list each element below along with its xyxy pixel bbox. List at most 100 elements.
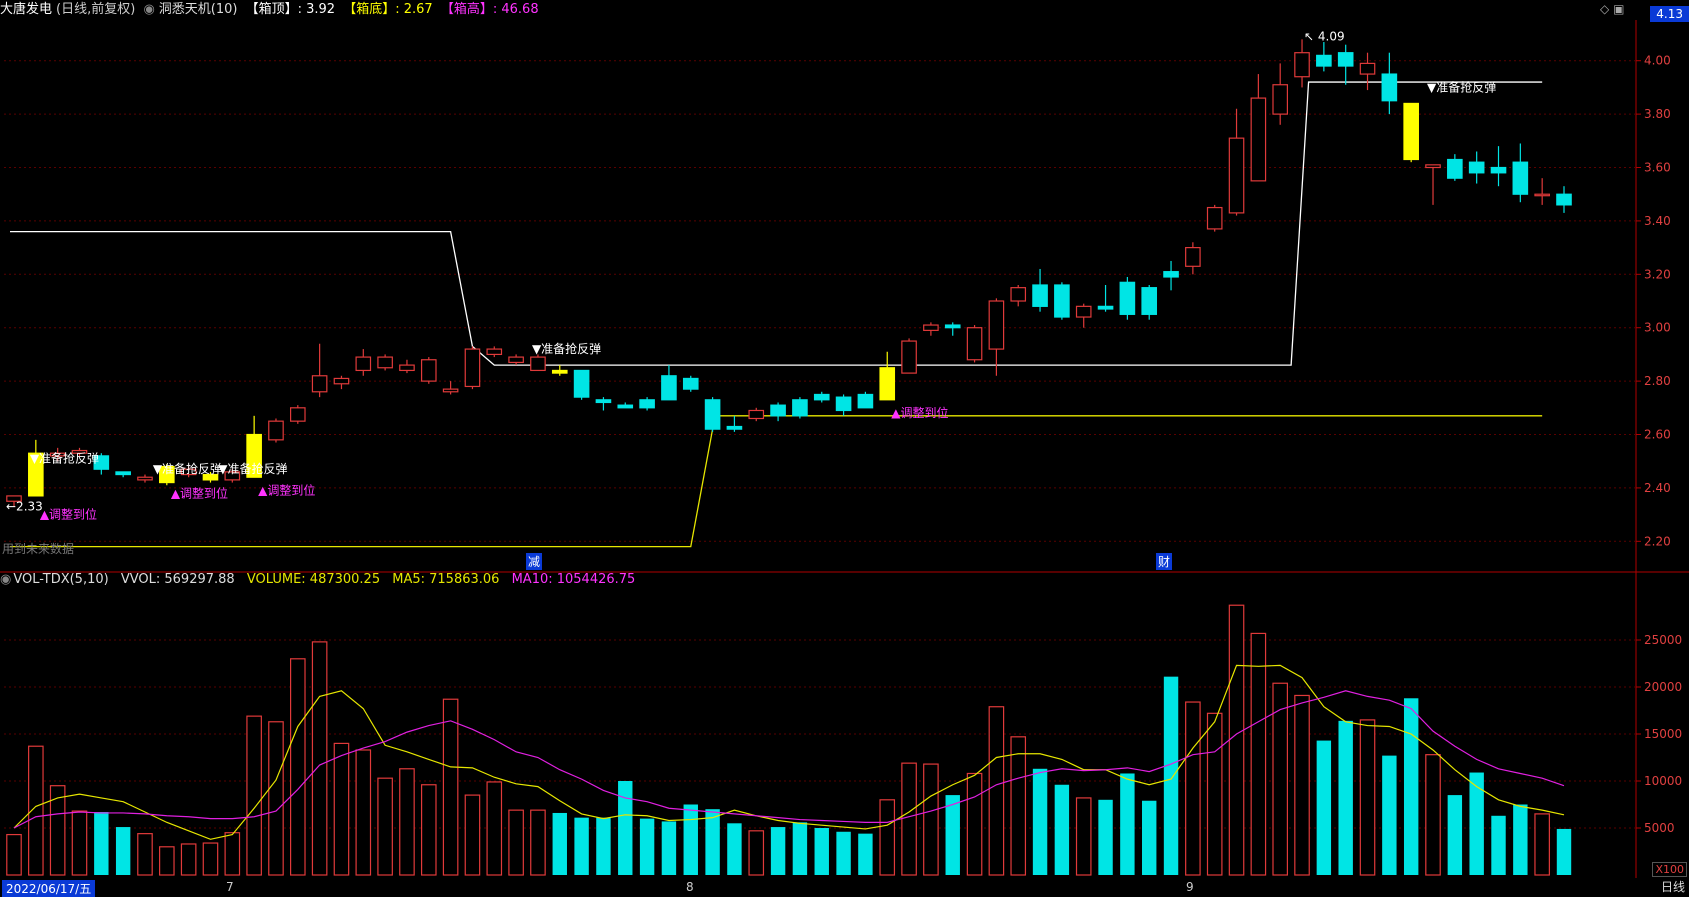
box-top-line bbox=[10, 81, 1543, 366]
price-tick-label: 2.40 bbox=[1644, 481, 1671, 495]
volume-bar bbox=[137, 833, 153, 876]
candle-body bbox=[420, 359, 437, 382]
candle-body bbox=[988, 300, 1005, 350]
month-7-label: 7 bbox=[226, 880, 234, 894]
candle-body bbox=[617, 404, 634, 409]
volume-bar bbox=[596, 817, 611, 875]
restore-icon[interactable]: ▣ bbox=[1613, 2, 1625, 16]
candle-body bbox=[595, 399, 612, 404]
volume-bar bbox=[224, 832, 241, 876]
volume-bar bbox=[1382, 755, 1397, 875]
candle-body bbox=[202, 473, 219, 481]
volume-bar bbox=[486, 781, 503, 876]
volume-bar bbox=[49, 785, 66, 876]
volume-tick-label: 10000 bbox=[1644, 774, 1682, 788]
price-tick-label: 2.20 bbox=[1644, 534, 1671, 548]
volume-bar bbox=[727, 823, 742, 875]
volume-bar bbox=[28, 745, 44, 876]
candle-body bbox=[530, 356, 546, 372]
volume-bar bbox=[1359, 719, 1376, 876]
indicator-toggle-icon[interactable]: ◉ bbox=[143, 2, 155, 17]
cursor-date: 2022/06/17/五 bbox=[2, 880, 96, 897]
volume-bar bbox=[508, 809, 524, 876]
volume-toggle-icon[interactable]: ◉ bbox=[0, 572, 12, 587]
volume-bar bbox=[180, 843, 197, 876]
ma10-value: MA10: 1054426.75 bbox=[511, 572, 636, 587]
ma5-value: MA5: 715863.06 bbox=[392, 572, 500, 587]
volume-tick-label: 25000 bbox=[1644, 633, 1682, 647]
volume-bar bbox=[552, 812, 567, 875]
volume-ma5-line bbox=[13, 664, 1565, 840]
box-bottom-value: : 2.67 bbox=[395, 2, 433, 17]
volume-bar bbox=[6, 833, 22, 876]
candle-body bbox=[1228, 137, 1245, 214]
candle-body bbox=[71, 449, 88, 454]
event-mark-reduce[interactable]: 减 bbox=[526, 553, 543, 570]
price-tick-label: 3.00 bbox=[1644, 321, 1671, 335]
volume-bar bbox=[1534, 813, 1550, 876]
volume-bar bbox=[1513, 804, 1528, 875]
candle-body bbox=[879, 367, 896, 401]
volume-tick-label: 20000 bbox=[1644, 680, 1682, 694]
candle-body bbox=[93, 455, 110, 470]
rebound-signal-label: ▼准备抢反弹 bbox=[1427, 79, 1496, 94]
volume-bar bbox=[770, 827, 786, 875]
box-height-value: : 46.68 bbox=[492, 2, 539, 17]
volume-bar bbox=[945, 795, 960, 875]
volume-chart[interactable]: 5000 10000 15000 20000 25000 bbox=[0, 573, 1689, 878]
volume-bar bbox=[901, 762, 917, 876]
candle-body bbox=[289, 407, 306, 422]
candle-body bbox=[1141, 287, 1158, 315]
future-data-note: 用到未来数据 bbox=[2, 542, 75, 556]
volume-bar bbox=[1075, 797, 1092, 876]
volume-bar bbox=[1054, 784, 1070, 875]
period-label[interactable]: 日线 bbox=[1660, 880, 1685, 894]
volume-bar bbox=[377, 777, 393, 876]
volume-bar bbox=[399, 768, 415, 876]
volume-bar bbox=[1469, 772, 1484, 875]
candle-body bbox=[770, 404, 786, 417]
candle-body bbox=[1556, 193, 1572, 206]
volume-bar bbox=[1447, 795, 1463, 875]
volume-bar bbox=[530, 809, 546, 876]
volume-bar bbox=[966, 772, 983, 876]
volume-bar bbox=[115, 827, 131, 875]
volume-bar bbox=[814, 828, 829, 875]
volume-bar bbox=[618, 781, 633, 875]
candle-body bbox=[268, 420, 284, 441]
event-mark-finance[interactable]: 财 bbox=[1156, 553, 1173, 570]
volume-bar bbox=[1272, 682, 1289, 876]
candle-body bbox=[6, 495, 22, 502]
candle-body bbox=[792, 399, 808, 417]
candle-body bbox=[1294, 52, 1310, 78]
chart-header: 大唐发电 (日线,前复权) ◉ 洞悉天机(10) 【箱顶】: 3.92 【箱底】: … bbox=[0, 0, 1630, 20]
rebound-signal-label: ▼准备抢反弹 bbox=[153, 461, 222, 476]
volume-bar bbox=[988, 706, 1005, 876]
volume-tick-label: 5000 bbox=[1644, 821, 1675, 835]
candle-body bbox=[1316, 54, 1332, 67]
stock-name[interactable]: 大唐发电 bbox=[0, 2, 53, 17]
volume-bar bbox=[71, 810, 88, 876]
volume-bar bbox=[1316, 740, 1332, 875]
candle-body bbox=[944, 324, 961, 329]
volume-value: VOLUME: 487300.25 bbox=[246, 572, 381, 587]
box-top-value: : 3.92 bbox=[297, 2, 336, 17]
price-tick-label: 3.40 bbox=[1644, 214, 1671, 228]
candle-body bbox=[246, 433, 262, 478]
volume-bar bbox=[879, 799, 896, 876]
vvol-value: VVOL: 569297.88 bbox=[120, 572, 235, 587]
adjust-signal-label: ▲调整到位 bbox=[40, 507, 97, 522]
diamond-icon[interactable]: ◇ bbox=[1600, 2, 1610, 16]
adjust-signal-label: ▲调整到位 bbox=[258, 483, 315, 498]
price-tick-label: 3.60 bbox=[1644, 161, 1671, 175]
candle-body bbox=[1054, 284, 1070, 318]
candle-body bbox=[1490, 166, 1507, 174]
price-chart[interactable]: 2.20 2.40 2.60 2.80 3.00 3.20 3.40 3.60 3.80 4.00… bbox=[0, 20, 1689, 573]
candle-body bbox=[442, 388, 459, 393]
candle-body bbox=[49, 452, 66, 457]
low-price-label: ←2.33 bbox=[6, 500, 43, 514]
candle-body bbox=[1075, 305, 1092, 318]
candle-body bbox=[1185, 247, 1201, 267]
volume-bar bbox=[1338, 720, 1353, 875]
candle-body bbox=[1272, 84, 1289, 115]
